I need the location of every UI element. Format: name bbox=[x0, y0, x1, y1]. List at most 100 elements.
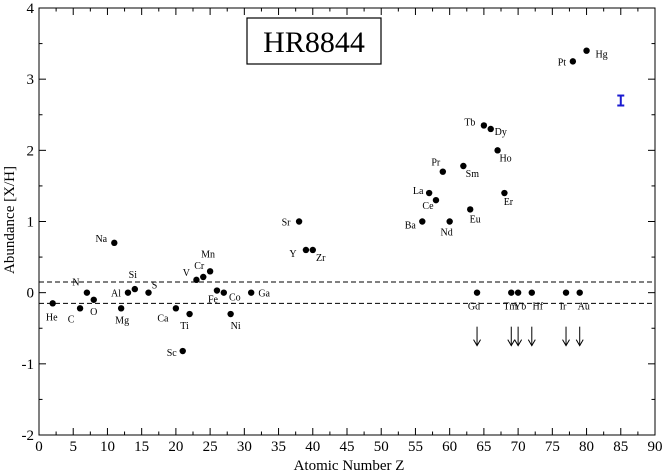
data-point-au bbox=[576, 289, 583, 296]
data-point-er bbox=[501, 189, 508, 197]
ticks: 0 5 10 15 20 25 30 35 40 45 50 55 60 65 70 75 80 85 90-2-1… bbox=[22, 1, 663, 455]
y-axis-label: Abundance [X/H] bbox=[2, 166, 18, 274]
upper-limit-arrow-head bbox=[514, 339, 523, 347]
data-point-hg bbox=[583, 47, 590, 54]
data-point-v bbox=[193, 276, 200, 284]
point-label-tm: Tm bbox=[503, 302, 517, 313]
point-label-hg: Hg bbox=[595, 50, 607, 61]
upper-limit-arrow-head bbox=[527, 339, 536, 347]
point-label-ir: Ir bbox=[560, 302, 567, 313]
point-label-ho: Ho bbox=[499, 153, 511, 164]
x-tick-label: 45 bbox=[340, 439, 355, 455]
x-tick-label: 60 bbox=[442, 439, 457, 455]
data-point-mg bbox=[117, 305, 125, 312]
point-label-pt: Pt bbox=[558, 57, 567, 68]
data-point-zr bbox=[309, 246, 316, 254]
x-tick-label: 35 bbox=[271, 439, 286, 455]
y-tick-label: 2 bbox=[27, 143, 35, 159]
point-label-sm: Sm bbox=[466, 169, 480, 180]
data-point-sm bbox=[460, 162, 467, 170]
data-point-na bbox=[111, 239, 118, 247]
x-tick-label: 40 bbox=[305, 439, 320, 455]
x-tick-label: 20 bbox=[168, 439, 183, 455]
data-point-c bbox=[76, 305, 84, 312]
data-point-la bbox=[425, 189, 433, 197]
point-label-he: He bbox=[46, 312, 58, 323]
data-point-sr bbox=[295, 218, 303, 225]
upper-limit-arrows bbox=[473, 326, 584, 347]
point-label-ce: Ce bbox=[422, 201, 434, 212]
point-label-mg: Mg bbox=[115, 315, 129, 326]
data-point-gd bbox=[473, 289, 481, 296]
point-label-c: C bbox=[68, 314, 75, 325]
point-label-hf: Hf bbox=[533, 302, 544, 313]
x-tick-label: 10 bbox=[100, 439, 115, 455]
upper-limit-arrow-head bbox=[575, 339, 584, 347]
point-label-si: Si bbox=[129, 270, 138, 281]
data-point-sc bbox=[179, 347, 186, 355]
upper-limit-arrow-head bbox=[473, 339, 481, 347]
x-tick-label: 0 bbox=[35, 439, 43, 455]
error-bar bbox=[617, 94, 625, 107]
point-label-gd: Gd bbox=[468, 302, 480, 313]
point-label-n: N bbox=[72, 278, 79, 289]
point-label-o: O bbox=[90, 307, 97, 318]
data-point-o bbox=[90, 296, 97, 303]
x-tick-label: 90 bbox=[648, 439, 663, 455]
point-label-yb: Yb bbox=[514, 302, 526, 313]
data-point-co bbox=[220, 289, 227, 296]
data-point-cr bbox=[200, 273, 207, 281]
point-label-y: Y bbox=[289, 249, 296, 260]
x-tick-label: 15 bbox=[134, 439, 149, 455]
data-point-n bbox=[83, 289, 91, 296]
title-box-frame bbox=[246, 17, 382, 65]
data-point-pt bbox=[569, 58, 577, 65]
data-point-ni bbox=[227, 310, 234, 318]
data-point-y bbox=[302, 246, 310, 254]
y-tick-label: 0 bbox=[27, 286, 35, 302]
data-point-ga bbox=[247, 289, 255, 296]
data-point-ho bbox=[494, 147, 501, 154]
data-point-al bbox=[124, 289, 132, 296]
point-label-ni: Ni bbox=[231, 321, 241, 332]
point-label-s: S bbox=[152, 281, 158, 292]
x-tick-label: 25 bbox=[203, 439, 218, 455]
data-points bbox=[49, 47, 590, 355]
point-label-ca: Ca bbox=[157, 313, 169, 324]
point-label-eu: Eu bbox=[470, 214, 481, 225]
data-point-dy bbox=[487, 125, 494, 133]
point-label-mn: Mn bbox=[201, 249, 215, 260]
x-tick-label: 70 bbox=[511, 439, 526, 455]
point-label-ti: Ti bbox=[180, 321, 189, 332]
point-label-ga: Ga bbox=[258, 289, 270, 300]
point-label-fe: Fe bbox=[208, 295, 219, 306]
point-label-cr: Cr bbox=[194, 261, 205, 272]
data-point-ti bbox=[186, 310, 193, 318]
x-tick-label: 85 bbox=[613, 439, 628, 455]
data-point-s bbox=[145, 289, 152, 296]
data-point-si bbox=[131, 285, 139, 293]
point-label-la: La bbox=[413, 186, 424, 197]
point-label-ba: Ba bbox=[405, 221, 417, 232]
point-label-au: Au bbox=[578, 302, 590, 313]
x-tick-label: 55 bbox=[408, 439, 423, 455]
title-box: HR8844 bbox=[246, 17, 382, 65]
y-tick-label: 3 bbox=[27, 72, 35, 88]
data-point-ce bbox=[432, 196, 440, 204]
point-label-sc: Sc bbox=[167, 348, 178, 359]
reference-lines bbox=[39, 281, 655, 304]
axes bbox=[38, 7, 656, 436]
data-point-tm bbox=[508, 289, 515, 296]
point-label-sr: Sr bbox=[282, 218, 292, 229]
y-tick-label: 4 bbox=[27, 1, 35, 17]
point-label-na: Na bbox=[95, 234, 107, 245]
x-axis-label: Atomic Number Z bbox=[294, 458, 405, 473]
x-tick-label: 50 bbox=[374, 439, 389, 455]
y-tick-label: 1 bbox=[27, 215, 35, 231]
x-tick-label: 5 bbox=[69, 439, 77, 455]
data-point-yb bbox=[514, 289, 522, 296]
point-label-dy: Dy bbox=[495, 127, 507, 138]
point-label-co: Co bbox=[229, 293, 241, 304]
